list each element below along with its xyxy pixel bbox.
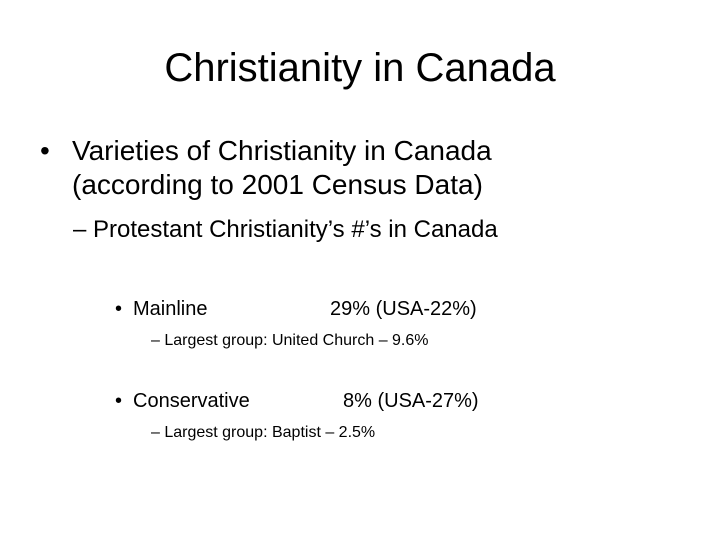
slide-title: Christianity in Canada xyxy=(164,46,556,90)
group-detail-mainline: – Largest group: United Church – 9.6% xyxy=(151,332,429,349)
sub-bullet-protestant: – Protestant Christianity’s #’s in Canad… xyxy=(73,216,498,243)
group-value: 8% (USA-27%) xyxy=(343,390,479,412)
group-value: 29% (USA-22%) xyxy=(330,298,477,320)
group-detail-conservative: – Largest group: Baptist – 2.5% xyxy=(151,424,376,441)
group-name: Mainline xyxy=(133,298,208,320)
main-bullet-line-2: (according to 2001 Census Data) xyxy=(72,169,483,200)
bullet-icon: • xyxy=(115,298,123,320)
group-name: Conservative xyxy=(133,390,250,412)
main-bullet-line-1: Varieties of Christianity in Canada xyxy=(72,135,492,166)
bullet-icon: • xyxy=(115,390,123,412)
bullet-icon: • xyxy=(40,135,50,166)
main-bullet-text: Varieties of Christianity in Canada (acc… xyxy=(72,134,492,202)
